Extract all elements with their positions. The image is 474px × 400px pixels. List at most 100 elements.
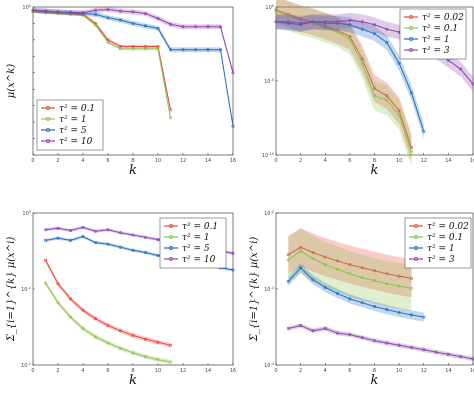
data-point xyxy=(409,91,413,95)
y-axis-label: Σ_{i=1}^{k} μ(x^i) xyxy=(6,237,17,343)
x-tick-label: 0 xyxy=(274,368,277,374)
legend-swatch-marker xyxy=(169,257,173,261)
y-tick-exponent: -2 xyxy=(28,362,32,366)
data-point xyxy=(69,10,73,14)
data-point xyxy=(286,258,290,262)
x-tick-label: 12 xyxy=(421,368,427,374)
data-point xyxy=(422,348,426,352)
series-line xyxy=(287,266,424,318)
data-point xyxy=(336,292,340,296)
data-point xyxy=(348,272,352,276)
legend-label: τ² = 0.02 xyxy=(427,222,469,232)
data-point xyxy=(360,20,364,24)
data-point xyxy=(119,245,123,249)
data-point xyxy=(372,269,376,273)
legend-label: τ² = 0.1 xyxy=(59,104,95,114)
data-point xyxy=(385,27,389,31)
data-point xyxy=(348,263,352,267)
data-point xyxy=(372,86,376,90)
y-tick-label: 10-3 xyxy=(264,286,274,293)
legend-label: τ² = 10 xyxy=(59,137,93,147)
x-tick-label: 0 xyxy=(31,158,34,164)
data-point xyxy=(274,9,278,13)
data-point xyxy=(81,235,85,239)
data-point xyxy=(360,57,364,61)
x-tick-label: 6 xyxy=(106,368,109,374)
y-tick-label: 10-4 xyxy=(264,362,275,369)
data-point xyxy=(144,24,148,28)
data-point xyxy=(372,32,376,36)
x-tick-label: 12 xyxy=(180,158,186,164)
data-point xyxy=(397,343,401,347)
data-point xyxy=(94,8,98,12)
data-point xyxy=(231,251,235,255)
data-point xyxy=(336,331,340,335)
data-point xyxy=(144,337,148,341)
x-tick-label: 12 xyxy=(421,158,427,164)
series-0 xyxy=(286,228,413,298)
series-line xyxy=(32,10,171,110)
data-point xyxy=(372,94,376,98)
x-tick-label: 10 xyxy=(396,158,402,164)
series-line xyxy=(288,246,412,279)
data-point xyxy=(360,61,364,65)
y-axis-label: Σ_{i=1}^{k} μ(x^i) xyxy=(249,237,260,343)
x-tick-label: 2 xyxy=(299,158,302,164)
data-point xyxy=(156,340,160,344)
data-point xyxy=(422,129,426,133)
data-point xyxy=(348,18,352,22)
data-point xyxy=(94,23,98,27)
data-point xyxy=(286,20,290,24)
data-point xyxy=(336,20,340,24)
series-2 xyxy=(286,263,426,322)
data-point xyxy=(348,23,352,27)
data-point xyxy=(348,38,352,42)
data-point xyxy=(299,245,303,249)
x-tick-label: 8 xyxy=(373,368,376,374)
data-point xyxy=(323,263,327,267)
data-point xyxy=(397,113,401,117)
data-point xyxy=(231,268,235,272)
data-point xyxy=(106,7,110,11)
x-tick-label: 2 xyxy=(56,368,59,374)
data-point xyxy=(81,11,85,15)
data-point xyxy=(471,357,474,361)
legend-label: τ² = 0.02 xyxy=(422,13,464,23)
data-point xyxy=(336,267,340,271)
data-point xyxy=(372,339,376,343)
series-0 xyxy=(43,257,173,348)
chart-panel-bottom-left: 0 2 4 6 8 10 12 14 16 100 10-1 10-2 k Σ_{i=1}^{k} μ(x… xyxy=(6,210,236,388)
data-point xyxy=(348,333,352,337)
data-point xyxy=(397,61,401,65)
x-tick-label: 14 xyxy=(205,368,211,374)
y-tick-label: 10-2 xyxy=(264,210,274,217)
data-point xyxy=(94,229,98,233)
data-point xyxy=(169,360,173,364)
legend-swatch-marker xyxy=(46,139,50,143)
y-tick-label: 100 xyxy=(22,210,31,217)
data-point xyxy=(323,255,327,259)
data-point xyxy=(144,355,148,359)
data-point xyxy=(144,235,148,239)
x-tick-label: 16 xyxy=(470,368,474,374)
data-point xyxy=(56,282,60,286)
data-point xyxy=(286,253,290,257)
data-point xyxy=(336,259,340,263)
legend-label: τ² = 0.1 xyxy=(182,222,218,232)
y-tick-exponent: -2 xyxy=(271,210,275,214)
legend-label: τ² = 0.1 xyxy=(422,24,458,34)
data-point xyxy=(372,304,376,308)
data-point xyxy=(131,10,135,14)
data-point xyxy=(385,98,389,102)
data-point xyxy=(385,282,389,286)
x-axis-label: k xyxy=(371,373,379,388)
x-axis-label: k xyxy=(129,163,137,178)
data-point xyxy=(299,249,303,253)
y-tick-exponent: -4 xyxy=(271,362,275,366)
data-point xyxy=(69,315,73,319)
x-axis-label: k xyxy=(371,163,379,178)
data-point xyxy=(156,47,160,51)
data-point xyxy=(360,266,364,270)
legend-swatch-marker xyxy=(46,128,50,132)
